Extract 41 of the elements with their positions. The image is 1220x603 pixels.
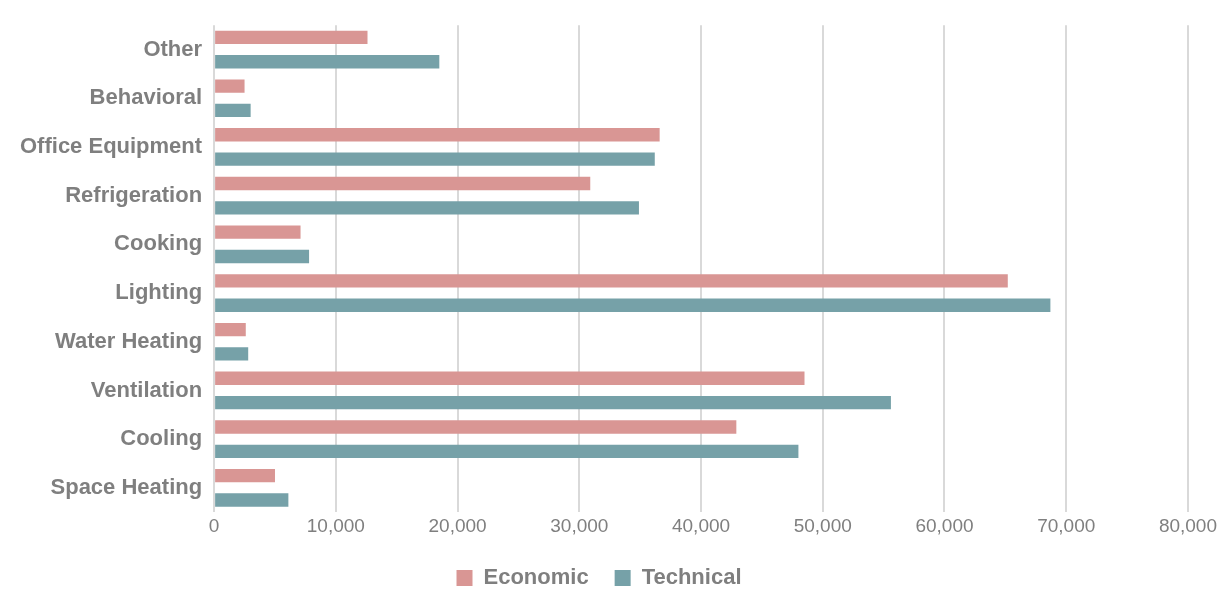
- x-tick-label: 0: [208, 514, 220, 536]
- legend-label: Technical: [641, 564, 742, 590]
- x-tick-label: 40,000: [671, 514, 731, 536]
- bar: [215, 274, 1008, 288]
- legend-label: Economic: [483, 564, 589, 590]
- bar: [215, 249, 310, 264]
- x-tick-label: 70,000: [1037, 514, 1096, 536]
- bar: [215, 103, 251, 118]
- bar: [215, 371, 805, 385]
- bar: [215, 420, 737, 434]
- x-tick-label: 10,000: [306, 514, 365, 536]
- y-tick-label: Behavioral: [89, 84, 203, 110]
- bar: [215, 225, 301, 239]
- x-tick-label: 60,000: [915, 514, 974, 536]
- bar: [215, 493, 289, 507]
- bar: [215, 395, 891, 410]
- bar: [215, 55, 440, 69]
- bar: [215, 347, 249, 361]
- y-tick-label: Ventilation: [90, 376, 203, 402]
- y-tick-label: Water Heating: [55, 327, 203, 353]
- y-tick-label: Cooking: [114, 230, 203, 256]
- y-tick-label: Office Equipment: [20, 133, 203, 159]
- y-tick-label: Other: [143, 35, 203, 61]
- bar: [215, 444, 799, 459]
- y-tick-label: Space Heating: [50, 473, 203, 499]
- bar: [215, 128, 660, 142]
- bar: [215, 152, 655, 166]
- y-tick-label: Cooling: [120, 425, 203, 451]
- bar: [215, 79, 245, 93]
- bar: [215, 201, 639, 215]
- x-tick-label: 80,000: [1158, 514, 1218, 536]
- bar: [215, 468, 275, 483]
- bar: [215, 176, 591, 191]
- bar: [215, 322, 246, 337]
- x-tick-label: 30,000: [550, 514, 609, 536]
- bar: [215, 298, 1051, 312]
- x-tick-label: 50,000: [793, 514, 852, 536]
- y-tick-label: Lighting: [115, 279, 203, 305]
- x-tick-label: 20,000: [428, 514, 487, 536]
- y-tick-label: Refrigeration: [65, 181, 203, 207]
- bar: [215, 30, 368, 45]
